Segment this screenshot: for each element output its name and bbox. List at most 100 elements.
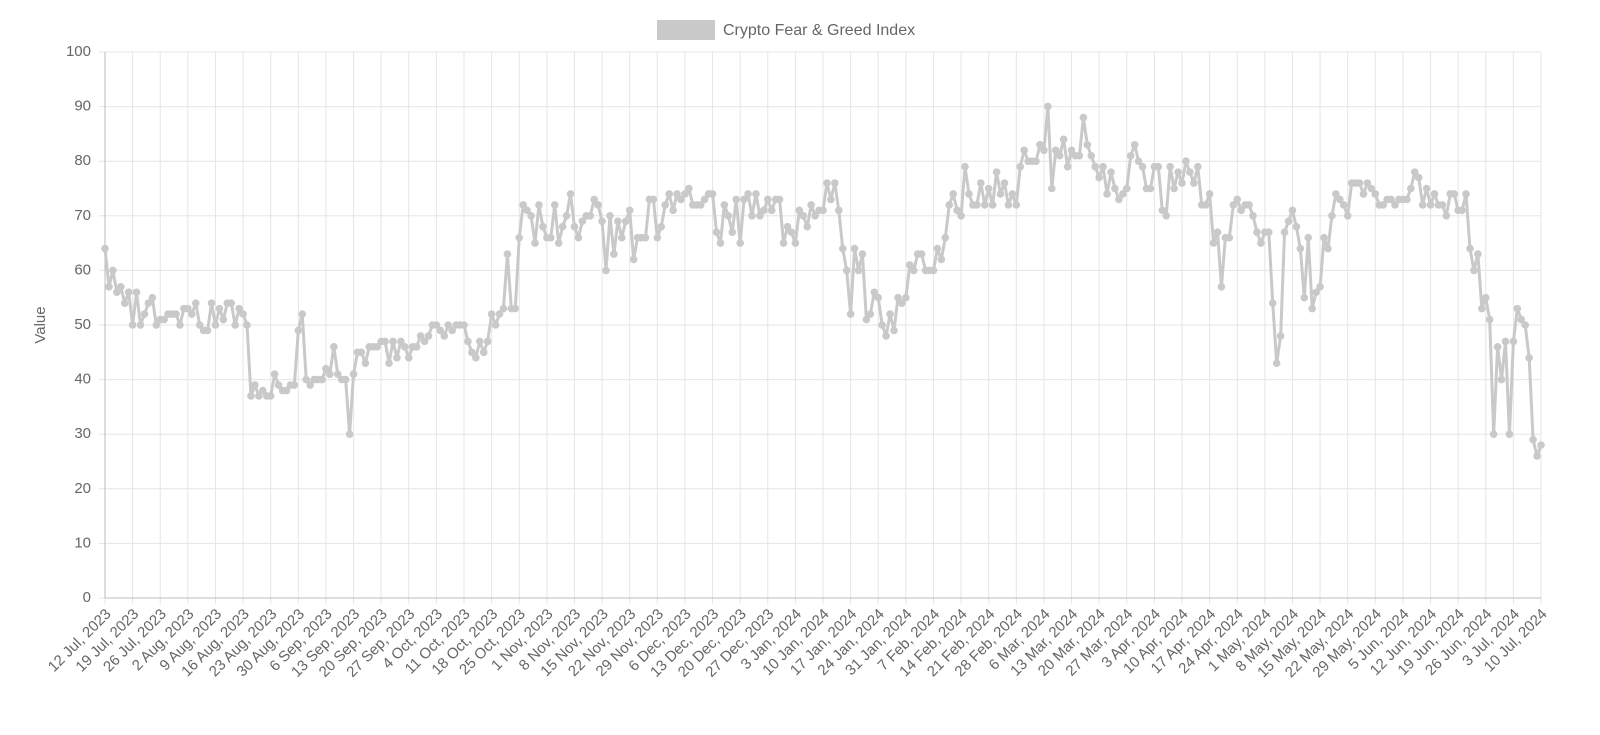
data-point [1438, 201, 1447, 209]
data-point [124, 288, 133, 297]
data-point [961, 162, 969, 171]
data-point [479, 348, 488, 357]
data-point [1501, 337, 1510, 346]
data-point [716, 239, 725, 247]
data-point [1134, 157, 1143, 165]
data-point [1288, 206, 1297, 215]
data-point [909, 266, 918, 275]
data-point [227, 299, 236, 307]
data-point [1174, 168, 1182, 176]
data-point [641, 233, 650, 242]
data-point [929, 266, 938, 275]
data-point [578, 217, 587, 226]
data-point [128, 321, 137, 329]
data-point [1048, 184, 1056, 193]
data-point [827, 195, 835, 204]
y-tick-label: 50 [74, 316, 91, 333]
data-point [902, 293, 910, 302]
data-point [834, 206, 843, 215]
data-point [736, 239, 744, 247]
data-point [1359, 190, 1368, 198]
data-point [1328, 212, 1336, 220]
data-point [1036, 141, 1044, 149]
data-point [866, 310, 875, 318]
data-point [566, 190, 575, 198]
data-point [590, 195, 598, 204]
data-point [1391, 201, 1399, 209]
data-point [1272, 359, 1281, 368]
data-point [1474, 250, 1482, 258]
data-point [393, 353, 401, 362]
data-point [898, 299, 906, 307]
data-point [444, 321, 453, 329]
data-point [1355, 179, 1364, 187]
data-point [282, 386, 291, 395]
data-point [846, 310, 855, 318]
data-point [144, 299, 153, 307]
data-point [1316, 282, 1324, 291]
data-point [1371, 190, 1380, 198]
data-point [1233, 195, 1242, 204]
data-point [1505, 430, 1514, 439]
data-point [436, 326, 445, 335]
data-point [1217, 282, 1226, 291]
data-point [1509, 337, 1518, 346]
data-point [546, 233, 555, 242]
data-point [562, 212, 571, 220]
data-point [1020, 146, 1028, 155]
y-tick-label: 100 [66, 43, 91, 60]
data-point [1533, 452, 1541, 460]
data-point [503, 250, 512, 258]
data-point [333, 370, 342, 378]
data-point [685, 184, 693, 193]
data-point [1016, 162, 1025, 171]
data-point [1075, 151, 1084, 160]
data-point [172, 310, 180, 318]
data-point [708, 190, 717, 198]
data-point [385, 359, 393, 368]
data-point [1126, 151, 1135, 160]
data-point [1320, 233, 1328, 242]
data-point [988, 201, 997, 209]
data-point [649, 195, 658, 204]
data-point [862, 315, 871, 324]
data-point [116, 282, 125, 291]
data-point [996, 190, 1005, 198]
data-point [1059, 135, 1068, 144]
data-point [610, 250, 618, 258]
data-point [1193, 162, 1202, 171]
data-point [854, 266, 863, 275]
data-point [326, 370, 334, 378]
data-point [602, 266, 610, 275]
data-point [965, 190, 973, 198]
data-point [424, 332, 433, 340]
data-point [1111, 184, 1119, 193]
data-point [464, 337, 472, 346]
data-point [1517, 315, 1526, 324]
data-point [109, 266, 117, 275]
y-tick-label: 10 [74, 534, 91, 551]
data-point [894, 293, 902, 302]
data-point [270, 370, 279, 378]
data-point [381, 337, 389, 346]
data-point [760, 206, 768, 215]
data-point [724, 212, 733, 220]
data-point [531, 239, 539, 247]
data-point [1284, 217, 1293, 226]
data-point [937, 255, 946, 264]
data-point [720, 201, 729, 209]
data-point [432, 321, 441, 329]
data-point [1051, 146, 1060, 155]
data-point [1462, 190, 1470, 198]
data-point [105, 282, 113, 291]
data-point [397, 337, 405, 346]
data-point [1324, 244, 1332, 253]
data-point [838, 244, 847, 253]
data-point [1055, 151, 1064, 160]
data-point [290, 381, 299, 389]
data-point [661, 201, 669, 209]
data-point [176, 321, 184, 329]
data-point [886, 310, 894, 318]
data-point [1087, 151, 1096, 160]
